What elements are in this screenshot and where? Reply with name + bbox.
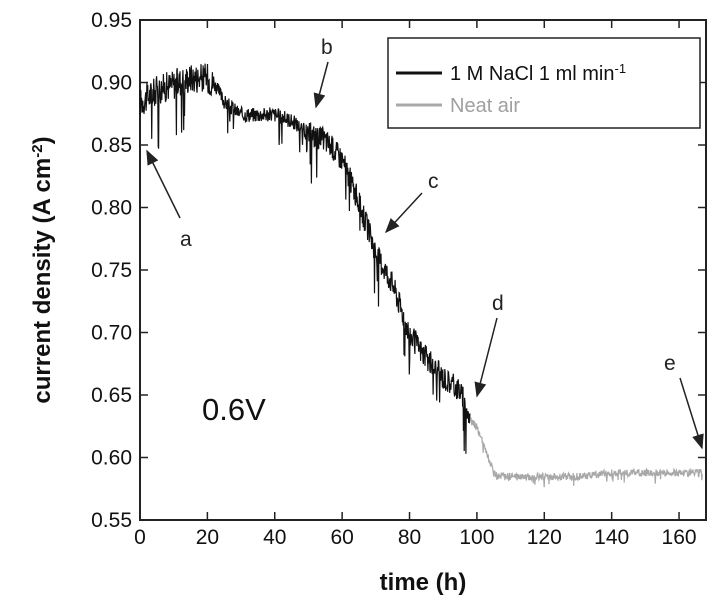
y-tick-label: 0.80: [91, 197, 132, 220]
annotation-label-c: c: [428, 170, 439, 193]
x-tick-label: 20: [196, 526, 219, 549]
x-tick-label: 0: [134, 526, 146, 549]
x-tick-label: 120: [527, 526, 562, 549]
voltage-label: 0.6V: [202, 392, 266, 427]
y-tick-label: 0.65: [91, 384, 132, 407]
annotation-label-e: e: [664, 352, 676, 375]
legend: 1 M NaCl 1 ml min-1 Neat air: [387, 37, 701, 129]
y-tick-label: 0.55: [91, 509, 132, 532]
y-tick-label: 0.85: [91, 134, 132, 157]
annotations: a b c d e: [146, 36, 704, 450]
series-line-0: [139, 63, 471, 454]
x-axis-title: time (h): [380, 569, 467, 596]
y-tick-label: 0.75: [91, 259, 132, 282]
annotation-label-b: b: [321, 36, 333, 59]
y-tick-label: 0.60: [91, 447, 132, 470]
x-tick-label: 160: [662, 526, 697, 549]
annotation-arrow-d: [474, 317, 498, 398]
legend-box: [387, 37, 701, 129]
y-axis: 0.55 0.60 0.65 0.70 0.75 0.80 0.85 0.90 0.95: [91, 9, 706, 532]
x-tick-label: 140: [594, 526, 629, 549]
y-axis-title: current density (A cm-2): [29, 136, 57, 403]
x-axis: 0 20 40 60 80 100 120 140 160: [134, 20, 697, 549]
legend-label-neat-air: Neat air: [450, 95, 520, 117]
annotation-arrow-b: [313, 61, 329, 109]
series-line-1: [469, 416, 703, 488]
annotation-arrow-e: [679, 377, 704, 450]
annotation-arrow-c: [384, 192, 423, 234]
annotation-label-d: d: [492, 292, 504, 315]
y-tick-label: 0.90: [91, 72, 132, 95]
x-tick-label: 80: [398, 526, 421, 549]
series-layer: [139, 63, 703, 488]
x-tick-label: 60: [330, 526, 353, 549]
y-tick-label: 0.95: [91, 9, 132, 32]
y-tick-label: 0.70: [91, 322, 132, 345]
x-tick-label: 100: [459, 526, 494, 549]
annotation-arrow-a: [146, 149, 181, 219]
x-tick-label: 40: [263, 526, 286, 549]
annotation-label-a: a: [180, 228, 192, 251]
legend-label-sodium-chloride: 1 M NaCl 1 ml min-1: [450, 61, 626, 86]
